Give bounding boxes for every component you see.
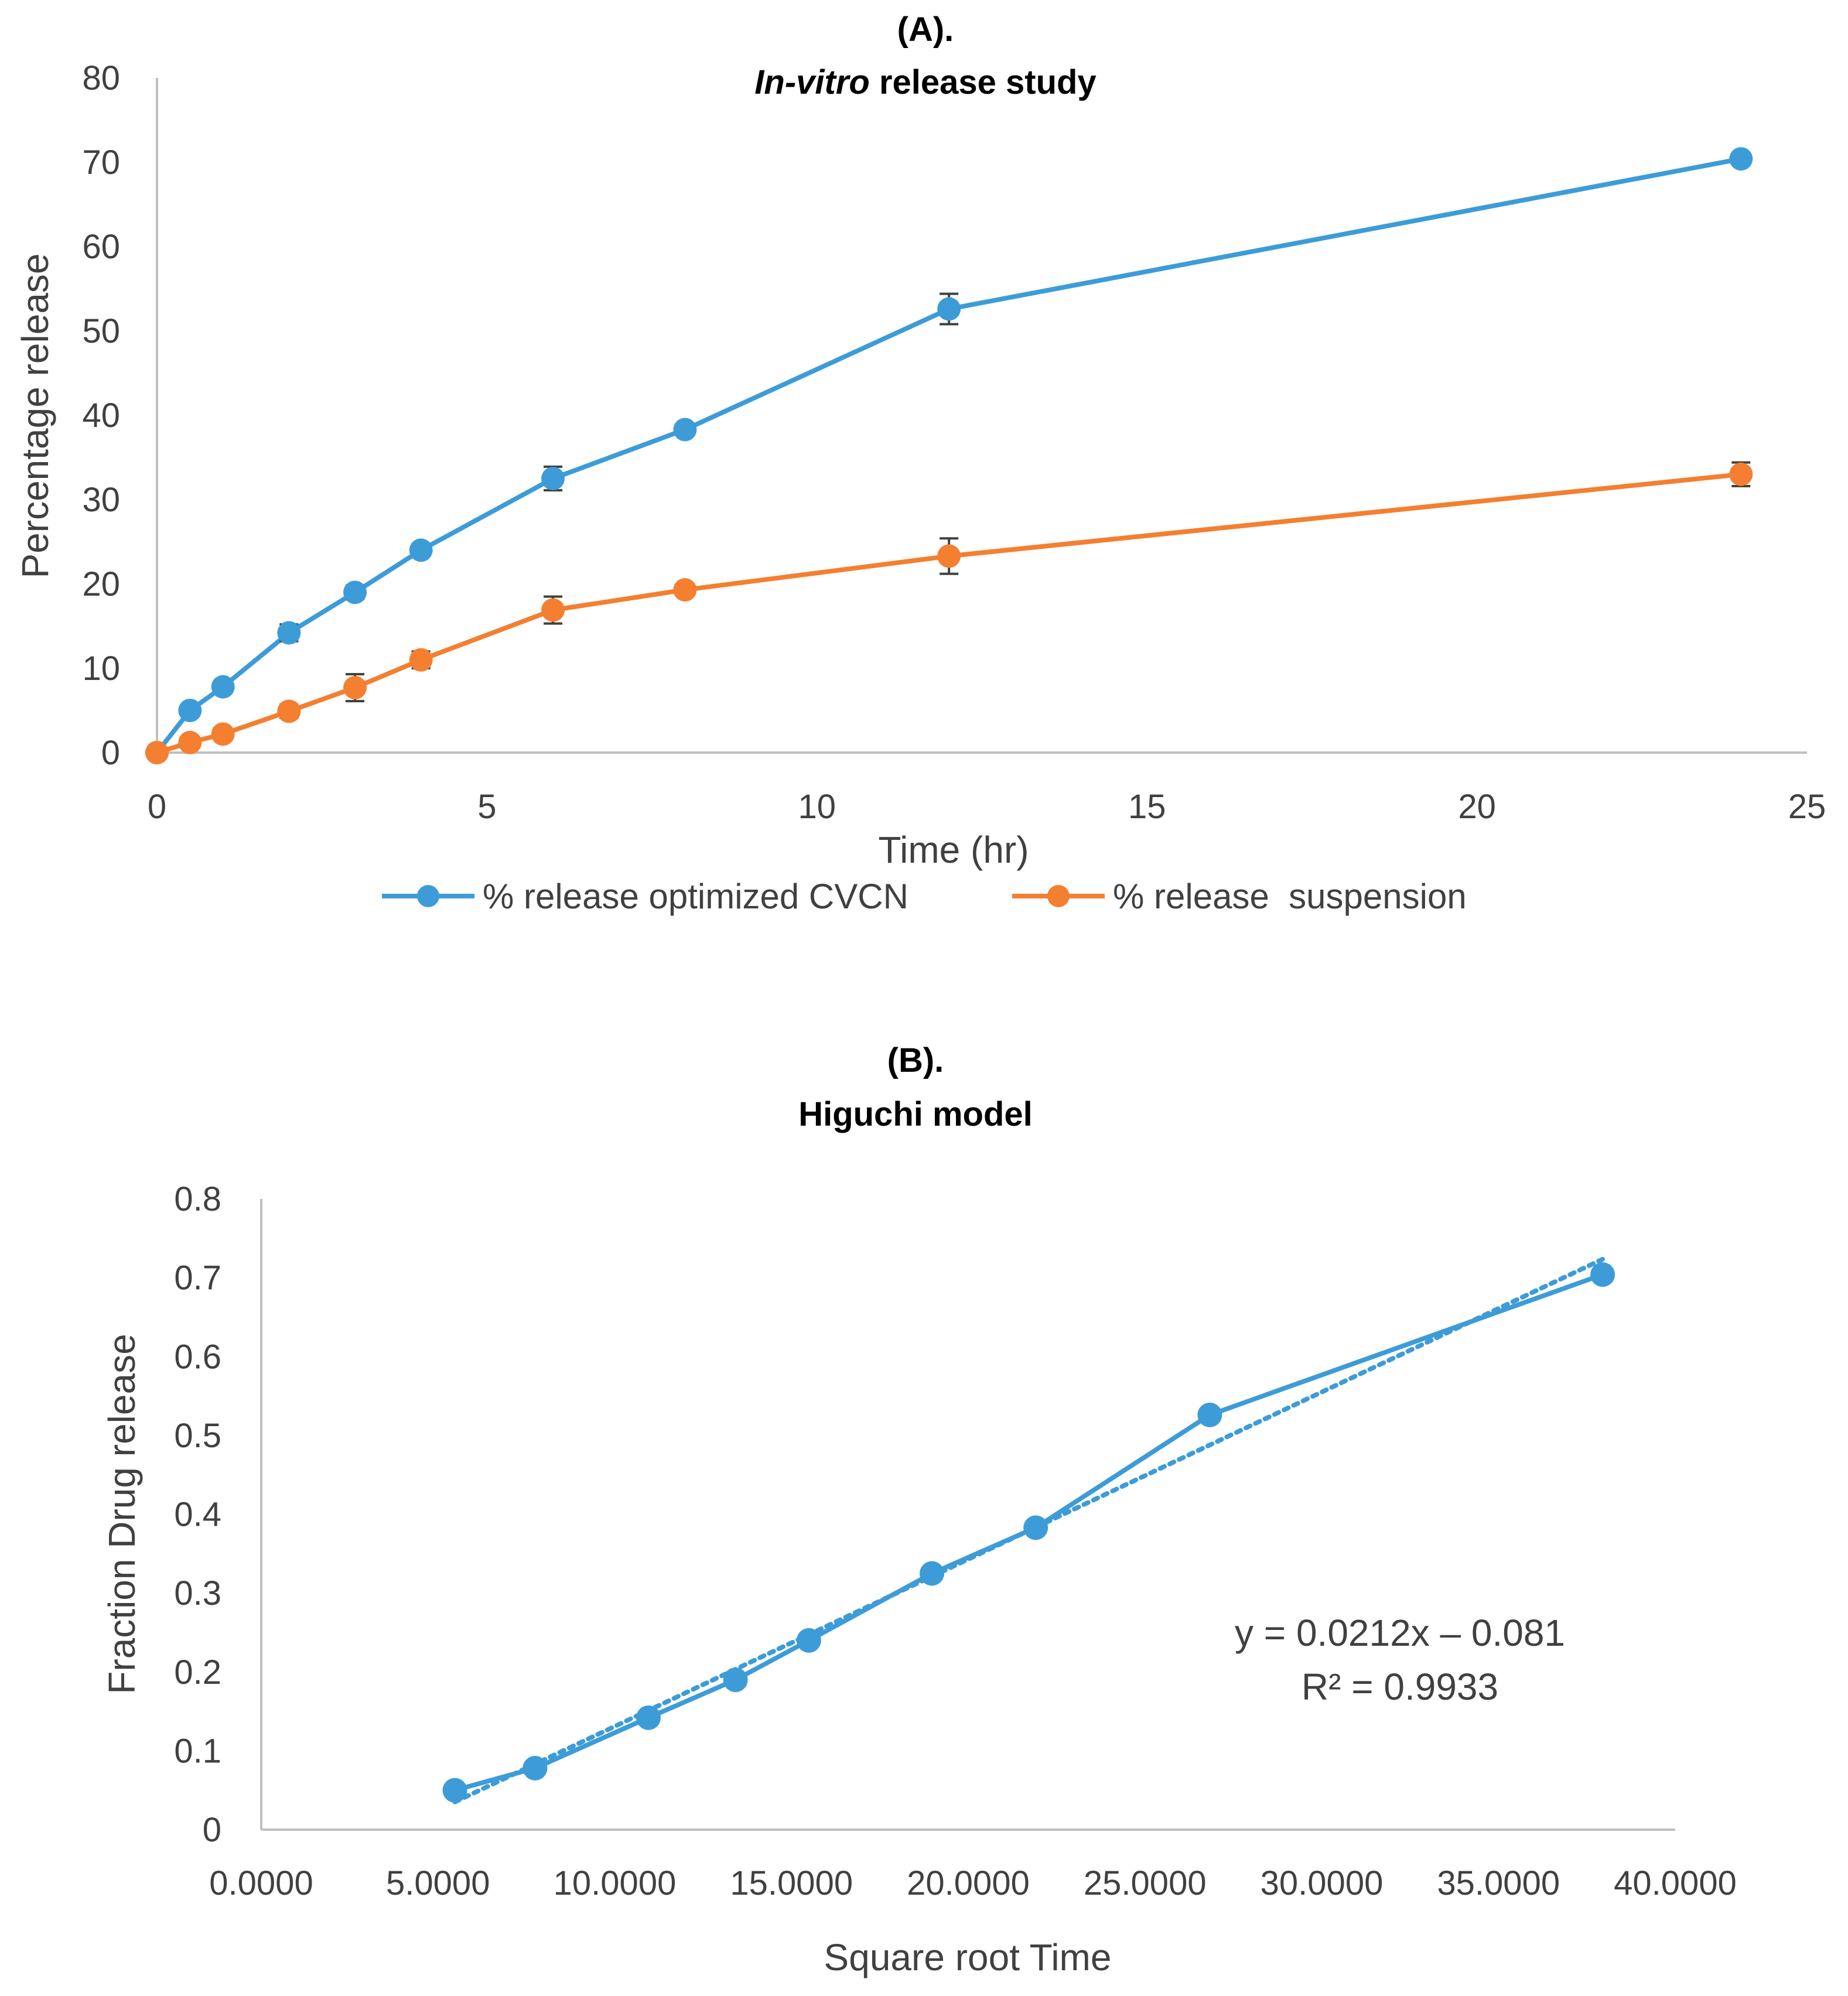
chart-a-x-axis-title: Time (hr) [878, 829, 1029, 871]
data-point-suspension [409, 648, 433, 672]
data-point-higuchi [1197, 1402, 1222, 1427]
chart-a-title-italic: In-vitro [754, 63, 870, 101]
trendline-r-squared: R² = 0.9933 [1302, 1666, 1498, 1708]
chart-b-x-tick-label: 20.0000 [907, 1864, 1030, 1902]
chart-a-series [145, 147, 1753, 764]
data-point-suspension [541, 598, 565, 622]
chart-a-x-tick-label: 15 [1128, 788, 1166, 826]
data-point-optimized-cvcn [277, 621, 301, 645]
chart-b-y-tick-label: 0 [203, 1811, 221, 1849]
data-point-suspension [343, 676, 367, 700]
data-point-higuchi [796, 1628, 821, 1653]
chart-b-y-tick-label: 0.1 [174, 1732, 221, 1770]
chart-a-y-tick-label: 70 [82, 143, 120, 182]
data-point-optimized-cvcn [178, 699, 202, 722]
chart-b-x-tick-label: 40.0000 [1614, 1864, 1737, 1902]
data-point-suspension [145, 741, 169, 764]
chart-a-y-tick-label: 20 [82, 565, 120, 603]
legend-swatch-marker-orange [1047, 885, 1070, 907]
legend-item-suspension: % release suspension [1012, 877, 1467, 916]
chart-a-y-tick-label: 0 [101, 734, 120, 772]
chart-a-title-rest: release study [870, 63, 1096, 101]
chart-a-x-tick-labels: 0 5 10 15 20 25 [148, 788, 1826, 826]
chart-a-y-tick-label: 30 [82, 481, 120, 519]
legend-item-optimized-cvcn: % release optimized CVCN [382, 877, 908, 916]
chart-b-x-axis-title: Square root Time [824, 1936, 1112, 1978]
data-point-optimized-cvcn [937, 297, 961, 321]
data-point-suspension [1729, 462, 1753, 486]
data-point-higuchi [1023, 1515, 1048, 1540]
chart-b-y-tick-label: 0.2 [174, 1653, 221, 1691]
data-point-optimized-cvcn [343, 580, 367, 604]
chart-b-y-tick-label: 0.4 [174, 1496, 221, 1534]
chart-b-y-axis-title: Fraction Drug release [101, 1334, 143, 1694]
chart-a-x-tick-label: 5 [477, 788, 496, 826]
chart-a-x-tick-label: 25 [1788, 788, 1826, 826]
data-point-optimized-cvcn [673, 418, 697, 442]
data-point-higuchi [442, 1778, 467, 1803]
chart-a-y-axis-title: Percentage release [14, 253, 56, 578]
data-point-optimized-cvcn [211, 675, 235, 699]
data-point-higuchi [723, 1667, 748, 1693]
chart-b-y-tick-label: 0.5 [174, 1417, 221, 1455]
chart-a-y-tick-label: 40 [82, 397, 120, 435]
chart-a-x-tick-label: 10 [798, 788, 836, 826]
data-point-suspension [937, 544, 961, 568]
trendline-equation: y = 0.0212x – 0.081 [1235, 1612, 1565, 1654]
chart-b-y-tick-label: 0.3 [174, 1574, 221, 1612]
legend-label-suspension: % release suspension [1113, 877, 1467, 916]
chart-b-x-tick-label: 5.0000 [386, 1864, 490, 1902]
chart-b-series [442, 1257, 1615, 1804]
data-point-higuchi [636, 1705, 661, 1730]
chart-b-x-tick-label: 10.0000 [554, 1864, 677, 1902]
data-point-optimized-cvcn [1729, 147, 1753, 171]
legend-swatch-marker-blue [417, 885, 439, 907]
chart-a-legend: % release optimized CVCN % release suspe… [382, 877, 1467, 916]
data-point-optimized-cvcn [541, 467, 565, 490]
chart-a-title: In-vitro release study [754, 63, 1096, 101]
chart-b-title: Higuchi model [798, 1095, 1033, 1133]
chart-b: (B). Higuchi model 0 0.1 0.2 0.3 0.4 0.5 0.6 0.… [101, 1041, 1737, 1978]
chart-b-y-tick-labels: 0 0.1 0.2 0.3 0.4 0.5 0.6 0.7 0.8 [174, 1180, 221, 1849]
chart-a-y-tick-label: 80 [82, 59, 120, 97]
series-line-optimized-cvcn [155, 156, 1742, 754]
chart-b-panel-label: (B). [887, 1041, 944, 1079]
data-point-higuchi [522, 1755, 548, 1780]
legend-label-optimized-cvcn: % release optimized CVCN [483, 877, 908, 916]
chart-b-x-tick-labels: 0.0000 5.0000 10.0000 15.0000 20.0000 25.0000… [209, 1864, 1737, 1902]
chart-a-x-tick-label: 0 [148, 788, 166, 826]
data-point-higuchi [1590, 1262, 1615, 1287]
chart-b-x-tick-label: 0.0000 [209, 1864, 313, 1902]
chart-a-y-tick-labels: 0 10 20 30 40 50 60 70 80 [82, 59, 120, 772]
chart-a: (A). In-vitro release study 010203040506… [14, 11, 1826, 916]
data-point-suspension [178, 730, 202, 754]
chart-b-y-tick-label: 0.6 [174, 1338, 221, 1376]
chart-a-y-tick-label: 60 [82, 228, 120, 266]
chart-a-x-tick-label: 20 [1458, 788, 1496, 826]
data-point-suspension [673, 578, 697, 602]
chart-b-x-tick-label: 15.0000 [730, 1864, 853, 1902]
chart-b-x-tick-label: 30.0000 [1261, 1864, 1384, 1902]
chart-b-x-tick-label: 25.0000 [1084, 1864, 1207, 1902]
series-line-suspension [156, 471, 1741, 755]
data-point-higuchi [920, 1561, 945, 1586]
data-point-optimized-cvcn [409, 538, 433, 562]
chart-b-y-tick-label: 0.7 [174, 1259, 221, 1297]
chart-a-y-tick-label: 50 [82, 312, 120, 350]
chart-a-panel-label: (A). [897, 11, 954, 49]
chart-b-x-tick-label: 35.0000 [1437, 1864, 1560, 1902]
data-point-suspension [277, 699, 301, 723]
data-point-suspension [211, 722, 235, 746]
chart-b-y-tick-label: 0.8 [174, 1180, 221, 1218]
chart-a-y-tick-label: 10 [82, 650, 120, 688]
